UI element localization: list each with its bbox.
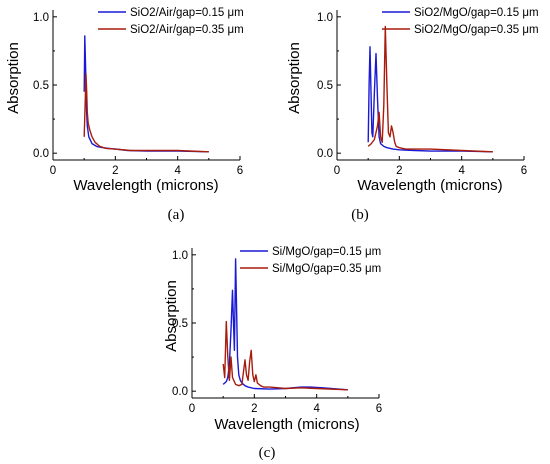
legend-label-series-2: SiO2/Air/gap=0.35 μm: [130, 24, 244, 36]
series-line-1: [367, 46, 493, 153]
x-tick-label: 6: [521, 165, 527, 177]
panel-caption: (b): [351, 207, 369, 223]
series-line-1: [222, 258, 348, 391]
plot-area: 0 2 4 6 0.0 0.5 1.0: [33, 10, 243, 177]
legend-label-series-1: Si/MgO/gap=0.15 μm: [272, 246, 381, 258]
y-tick-label: 0.0: [317, 148, 333, 160]
series-line-2: [222, 320, 348, 391]
chart-panel-b: 0 2 4 6 0.0 0.5 1.0 Absorption Wavelength (mic…: [286, 7, 539, 223]
legend: Si/MgO/gap=0.15 μm Si/MgO/gap=0.35 μm: [240, 246, 381, 275]
x-tick-label: 0: [334, 165, 340, 177]
y-tick-label: 0.0: [33, 148, 49, 160]
y-axis-label: Absorption: [286, 42, 303, 114]
series-line-2: [83, 73, 209, 153]
x-tick-label: 4: [458, 165, 465, 177]
y-tick-label: 1.0: [172, 250, 188, 262]
x-tick-label: 2: [112, 165, 118, 177]
x-axis-label: Wavelength (microns): [73, 177, 218, 194]
x-axis-label: Wavelength (microns): [214, 416, 359, 433]
y-tick-label: 0.0: [172, 386, 188, 398]
x-tick-label: 2: [251, 403, 257, 415]
plot-area: 0 2 4 6 0.0 0.5 1.0: [172, 248, 382, 415]
panel-caption: (a): [168, 207, 185, 223]
x-tick-label: 0: [50, 165, 56, 177]
legend-label-series-2: SiO2/MgO/gap=0.35 μm: [414, 24, 539, 36]
y-tick-label: 0.5: [33, 80, 49, 92]
chart-panel-c: 0 2 4 6 0.0 0.5 1.0 Absorption Wavelength (mic…: [163, 246, 382, 461]
legend: SiO2/Air/gap=0.15 μm SiO2/Air/gap=0.35 μ…: [98, 7, 244, 36]
legend-label-series-2: Si/MgO/gap=0.35 μm: [272, 263, 381, 275]
series-line-1: [83, 35, 209, 153]
plot-area: 0 2 4 6 0.0 0.5 1.0: [317, 10, 527, 177]
x-tick-label: 0: [189, 403, 195, 415]
y-axis-label: Absorption: [5, 42, 22, 114]
x-tick-label: 4: [313, 403, 320, 415]
x-tick-label: 6: [237, 165, 243, 177]
x-tick-label: 2: [396, 165, 402, 177]
panel-caption: (c): [259, 445, 276, 461]
legend-label-series-1: SiO2/Air/gap=0.15 μm: [130, 7, 244, 19]
y-tick-label: 1.0: [317, 12, 333, 24]
x-tick-label: 6: [376, 403, 382, 415]
y-tick-label: 0.5: [317, 80, 333, 92]
y-tick-label: 1.0: [33, 12, 49, 24]
legend-label-series-1: SiO2/MgO/gap=0.15 μm: [414, 7, 539, 19]
y-tick-label: 0.5: [172, 318, 188, 330]
y-axis-label: Absorption: [163, 280, 180, 352]
chart-panel-a: 0 2 4 6 0.0 0.5 1.0 Absorption Wavelength (mic…: [5, 7, 244, 223]
x-tick-label: 4: [174, 165, 181, 177]
legend: SiO2/MgO/gap=0.15 μm SiO2/MgO/gap=0.35 μ…: [382, 7, 539, 36]
x-axis-label: Wavelength (microns): [357, 177, 502, 194]
series-line-2: [367, 25, 493, 153]
